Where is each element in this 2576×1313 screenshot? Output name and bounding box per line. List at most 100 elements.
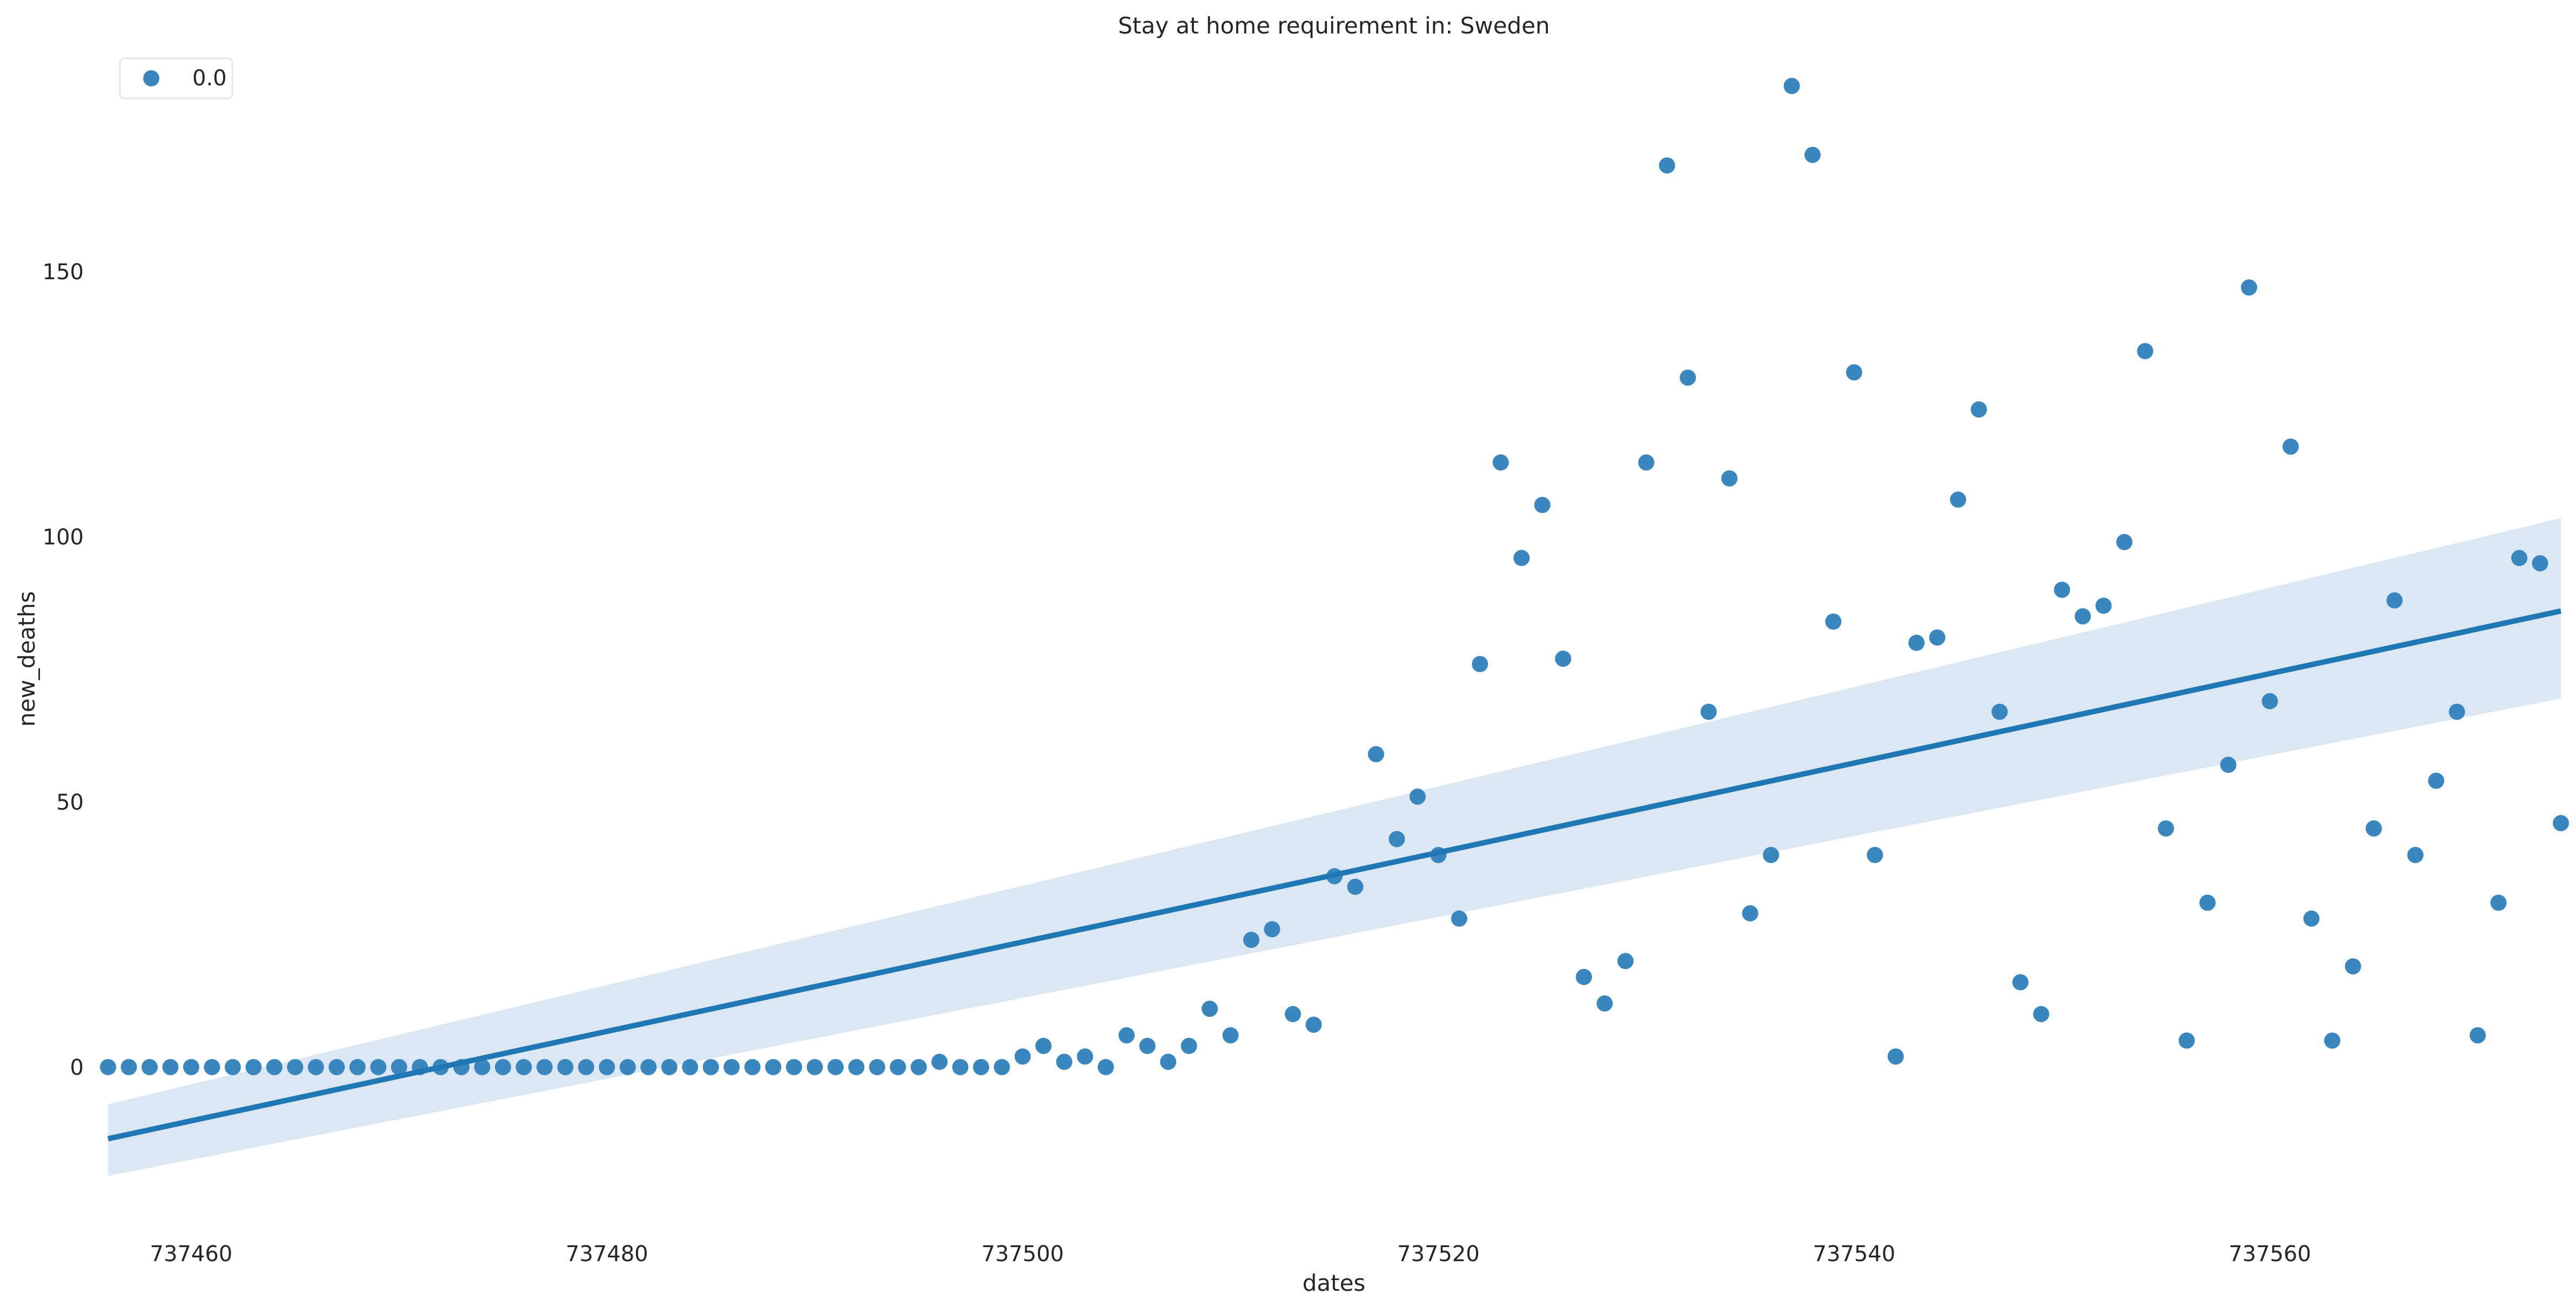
data-point [2511, 550, 2528, 567]
data-point [890, 1059, 907, 1075]
data-point [557, 1059, 574, 1075]
data-point [1887, 1048, 1904, 1065]
data-point [141, 1059, 158, 1075]
data-point [1222, 1027, 1239, 1043]
data-point [1762, 846, 1779, 863]
data-point [910, 1059, 927, 1075]
legend-box [119, 57, 233, 99]
x-tick-label: 737500 [982, 1242, 1064, 1267]
data-point [2240, 279, 2257, 296]
data-point [1056, 1053, 1072, 1070]
data-point [495, 1059, 512, 1075]
legend-marker [143, 70, 159, 86]
data-point [1492, 454, 1509, 471]
data-point [1991, 703, 2008, 720]
data-point [1846, 364, 1862, 381]
x-tick-label: 737560 [2229, 1242, 2311, 1267]
data-point [245, 1059, 262, 1075]
data-point [682, 1059, 699, 1075]
data-point [2199, 894, 2216, 911]
data-point [2365, 820, 2382, 837]
data-point [1596, 995, 1613, 1012]
data-point [848, 1059, 865, 1075]
data-point [1305, 1016, 1322, 1033]
data-point [2532, 555, 2548, 571]
data-point [1367, 746, 1384, 763]
data-point [2324, 1032, 2340, 1049]
data-point [599, 1059, 615, 1075]
data-point [536, 1059, 553, 1075]
data-point [1680, 369, 1696, 386]
data-point [204, 1059, 220, 1075]
chart-title: Stay at home requirement in: Sweden [1118, 12, 1549, 39]
data-point [2407, 846, 2424, 863]
data-point [183, 1059, 199, 1075]
data-point [1097, 1059, 1114, 1075]
data-point [972, 1059, 989, 1075]
data-point [1555, 650, 1572, 667]
data-point [307, 1059, 324, 1075]
data-point [1659, 157, 1675, 174]
data-point [994, 1059, 1010, 1075]
data-point [702, 1059, 719, 1075]
data-point [100, 1059, 116, 1075]
data-point [120, 1059, 137, 1075]
x-tick-label: 737520 [1397, 1242, 1480, 1267]
data-point [1077, 1048, 1094, 1065]
data-point [1180, 1038, 1197, 1054]
data-point [1700, 703, 1717, 720]
data-point [349, 1059, 366, 1075]
data-point [2303, 910, 2320, 927]
data-point [1721, 470, 1738, 487]
y-axis-ticks: 0 50 100 150 [43, 260, 84, 1080]
data-point [2095, 597, 2112, 614]
data-point [1534, 496, 1551, 513]
data-point [2033, 1006, 2050, 1022]
y-tick-label: 150 [43, 260, 84, 285]
data-point [1804, 146, 1821, 163]
data-point [2553, 815, 2569, 832]
plot-area [100, 78, 2569, 1176]
data-point [827, 1059, 844, 1075]
x-axis-ticks: 737460 737480 737500 737520 737540 737560 [150, 1242, 2311, 1267]
y-axis-label: new_deaths [14, 591, 40, 726]
data-point [2075, 608, 2091, 625]
data-point [1139, 1038, 1156, 1054]
data-point [1908, 635, 1925, 651]
y-tick-label: 0 [70, 1055, 84, 1080]
data-point [328, 1059, 345, 1075]
data-point [1035, 1038, 1052, 1054]
data-points [100, 78, 2569, 1075]
data-point [1264, 921, 1280, 938]
data-point [1451, 910, 1467, 927]
data-point [1513, 550, 1530, 567]
data-point [2448, 703, 2465, 720]
legend-label: 0.0 [192, 66, 227, 91]
data-point [1347, 878, 1364, 895]
data-point [2428, 772, 2445, 789]
data-point [1160, 1053, 1177, 1070]
data-point [1742, 905, 1759, 921]
data-point [1388, 831, 1405, 847]
data-point [619, 1059, 636, 1075]
data-point [1118, 1027, 1135, 1043]
x-tick-label: 737540 [1813, 1242, 1896, 1267]
data-point [2220, 757, 2237, 773]
data-point [2490, 894, 2507, 911]
data-point [723, 1059, 740, 1075]
data-point [931, 1053, 948, 1070]
regression-line [107, 608, 2562, 1142]
data-point [162, 1059, 179, 1075]
data-point [765, 1059, 782, 1075]
data-point [2345, 958, 2362, 975]
data-point [2137, 343, 2154, 360]
data-point [2282, 438, 2299, 455]
data-point [744, 1059, 761, 1075]
x-tick-label: 737480 [566, 1242, 648, 1267]
data-point [266, 1059, 283, 1075]
data-point [1575, 968, 1592, 985]
data-point [1929, 629, 1946, 646]
data-point [287, 1059, 304, 1075]
data-point [2116, 534, 2133, 550]
